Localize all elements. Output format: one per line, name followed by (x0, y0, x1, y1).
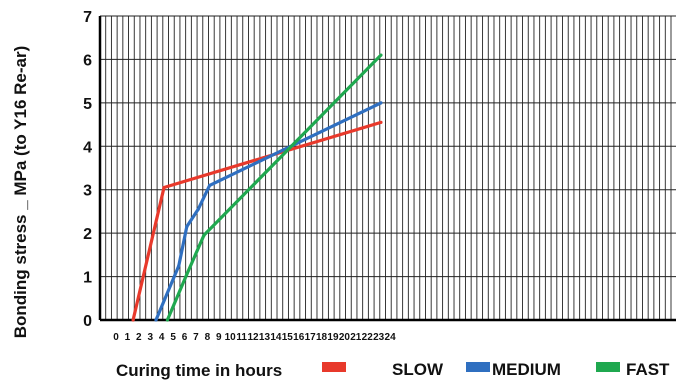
x-tick-label: 17 (305, 332, 317, 343)
y-axis-label: Bonding stress _ MPa (to Y16 Re-ar) (11, 46, 30, 339)
x-tick-label: 5 (170, 332, 176, 343)
series-line-medium (154, 101, 382, 321)
y-tick-label: 7 (83, 9, 92, 26)
legend-swatch-slow (322, 362, 346, 372)
data-point-slow (379, 120, 383, 124)
x-tick-label: 22 (362, 332, 374, 343)
y-tick-label: 2 (83, 226, 92, 243)
x-tick-label: 4 (159, 332, 165, 343)
data-point-medium (185, 225, 189, 229)
series-line-slow (131, 120, 382, 321)
x-tick-label: 20 (339, 332, 351, 343)
x-tick-label: 24 (385, 332, 397, 343)
legend-swatch-fast (596, 362, 620, 372)
series-lines (131, 53, 383, 322)
x-tick-label: 2 (136, 332, 142, 343)
data-point-fast (185, 272, 189, 276)
y-tick-label: 3 (83, 183, 92, 200)
legend-swatch-medium (466, 362, 490, 372)
legend: SLOW MEDIUM FAST (322, 360, 670, 379)
y-tick-label: 5 (83, 96, 92, 113)
data-point-fast (165, 318, 169, 322)
legend-label-slow: SLOW (392, 360, 444, 379)
series-line-fast (165, 53, 383, 321)
data-point-slow (162, 185, 166, 190)
data-point-fast (202, 233, 206, 237)
x-tick-label: 13 (259, 332, 271, 343)
x-tick-label: 19 (327, 332, 339, 343)
y-tick-label: 4 (83, 139, 92, 156)
x-tick-label: 0 (113, 332, 119, 343)
x-tick-label: 12 (247, 332, 259, 343)
x-tick-label: 3 (147, 332, 153, 343)
legend-label-fast: FAST (626, 360, 670, 379)
y-tick-label: 0 (83, 313, 92, 330)
grid (100, 15, 676, 321)
x-tick-label: 18 (316, 332, 328, 343)
x-axis-label: Curing time in hours (116, 361, 282, 380)
legend-label-medium: MEDIUM (492, 360, 561, 379)
data-point-medium (196, 207, 200, 211)
data-point-medium (208, 183, 212, 187)
x-tick-label: 21 (350, 332, 362, 343)
axes (98, 16, 676, 322)
x-tick-label: 15 (282, 332, 294, 343)
x-tick-label: 14 (270, 332, 282, 343)
x-tick-label: 8 (205, 332, 211, 343)
x-tick-label: 10 (225, 332, 237, 343)
y-tick-label: 6 (83, 52, 92, 69)
x-tick-label: 23 (373, 332, 385, 343)
x-tick-label: 11 (236, 332, 247, 343)
data-point-medium (177, 264, 181, 268)
x-tick-label: 7 (193, 332, 199, 343)
y-tick-label: 1 (83, 270, 92, 287)
data-point-medium (379, 101, 383, 105)
x-tick-label: 16 (293, 332, 305, 343)
x-tick-label: 1 (125, 332, 131, 343)
x-tick-label: 6 (182, 332, 188, 343)
data-point-medium (154, 318, 158, 322)
data-point-fast (379, 53, 383, 57)
data-point-slow (131, 318, 135, 322)
x-tick-label: 9 (216, 332, 222, 343)
